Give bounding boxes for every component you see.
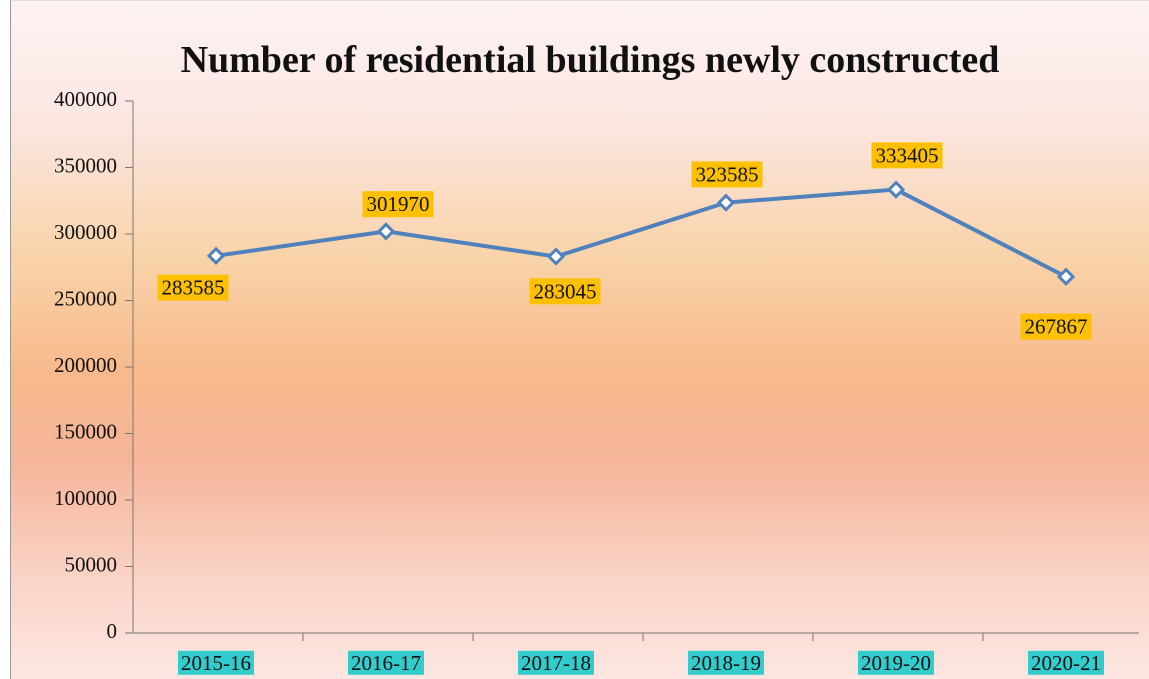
- x-tick-label: 2015-16: [181, 651, 251, 675]
- y-tick-label: 50000: [65, 552, 118, 576]
- x-tick-label: 2020-21: [1031, 651, 1101, 675]
- page: {"chart_data": {"type": "line", "title":…: [0, 0, 1149, 679]
- marker: [1059, 270, 1073, 284]
- y-tick-label: 250000: [54, 286, 117, 310]
- line: [216, 190, 1066, 277]
- data-label: 301970: [367, 192, 430, 216]
- y-tick-label: 150000: [54, 419, 117, 443]
- x-tick-label: 2019-20: [861, 651, 931, 675]
- marker: [209, 249, 223, 263]
- data-label: 333405: [876, 143, 939, 167]
- marker: [719, 196, 733, 210]
- data-label: 323585: [696, 162, 759, 186]
- marker: [889, 183, 903, 197]
- y-tick-label: 350000: [54, 153, 117, 177]
- x-tick-label: 2018-19: [691, 651, 761, 675]
- x-tick-label: 2017-18: [521, 651, 591, 675]
- y-tick-label: 200000: [54, 353, 117, 377]
- data-label: 283045: [534, 279, 597, 303]
- chart: 0 50000 100000 150000 200000 250000 300000 3500…: [0, 0, 1149, 679]
- x-tick-label: 2016-17: [351, 651, 421, 675]
- marker: [379, 224, 393, 238]
- y-tick-label: 100000: [54, 486, 117, 510]
- data-label: 267867: [1025, 315, 1088, 339]
- marker: [549, 250, 563, 264]
- y-tick-label: 0: [107, 619, 118, 643]
- y-tick-label: 300000: [54, 220, 117, 244]
- data-label: 283585: [162, 276, 225, 300]
- y-tick-label: 400000: [54, 87, 117, 111]
